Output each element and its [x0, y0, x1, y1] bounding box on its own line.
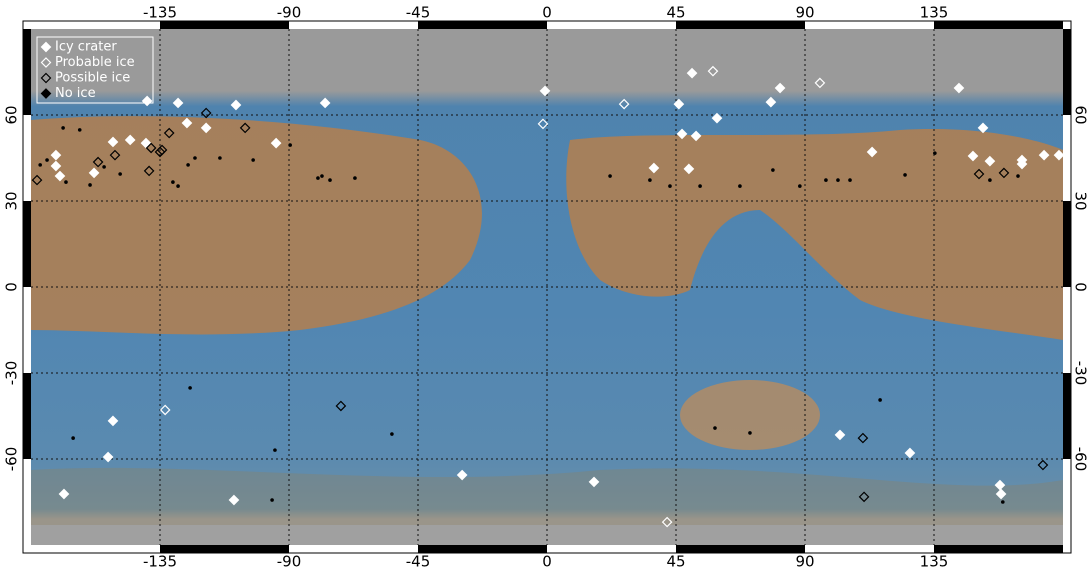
legend-label: Probable ice: [55, 55, 135, 70]
point: [390, 432, 394, 436]
legend-label: Icy crater: [55, 40, 117, 55]
y-tick-label: -60: [1072, 447, 1090, 472]
point: [798, 184, 802, 188]
frame-band: [418, 545, 547, 553]
frame-band: [23, 201, 31, 287]
point: [193, 156, 197, 160]
point: [171, 180, 175, 184]
x-tick-label: -90: [277, 553, 302, 571]
y-tick-label: 30: [3, 191, 21, 210]
point: [836, 178, 840, 182]
point: [118, 172, 122, 176]
x-tick-label: 0: [542, 553, 552, 571]
y-tick-label: 60: [3, 105, 21, 124]
frame-band: [23, 373, 31, 459]
point: [698, 184, 702, 188]
x-tick-label: 0: [542, 4, 552, 22]
point: [878, 398, 882, 402]
x-tick-label: 90: [795, 4, 814, 22]
point: [668, 184, 672, 188]
x-tick-label: 45: [666, 553, 685, 571]
point: [848, 178, 852, 182]
point: [648, 178, 652, 182]
y-tick-label: 60: [1072, 105, 1090, 124]
y-tick-label: -30: [3, 361, 21, 386]
point: [251, 158, 255, 162]
x-tick-label: -45: [406, 553, 431, 571]
y-tick-label: 30: [1072, 191, 1090, 210]
y-tick-label: 0: [3, 282, 21, 292]
frame-band: [160, 21, 289, 29]
x-tick-label: 135: [920, 553, 949, 571]
y-tick-label: -60: [3, 447, 21, 472]
point: [771, 168, 775, 172]
x-tick-label: -90: [277, 4, 302, 22]
frame-band: [1063, 373, 1071, 459]
x-tick-label: 45: [666, 4, 685, 22]
legend-label: No ice: [55, 86, 96, 101]
point: [988, 178, 992, 182]
point: [1001, 500, 1005, 504]
frame-band: [676, 21, 805, 29]
point: [1016, 174, 1020, 178]
point: [320, 174, 324, 178]
x-tick-label: -135: [143, 4, 177, 22]
point: [270, 498, 274, 502]
point: [273, 448, 277, 452]
point: [102, 165, 106, 169]
point: [38, 163, 42, 167]
frame-band: [1063, 29, 1071, 115]
y-tick-label: -30: [1072, 361, 1090, 386]
point: [903, 173, 907, 177]
point: [353, 176, 357, 180]
frame-band: [676, 545, 805, 553]
map-chart: -135 -135 -90 -90 -45 -45 0 0 45 45 90 90 135 135 -60 -…: [0, 0, 1091, 573]
frame-band: [934, 545, 1063, 553]
point: [748, 431, 752, 435]
frame-band: [160, 545, 289, 553]
point: [78, 128, 82, 132]
point: [288, 143, 292, 147]
x-tick-label: 90: [795, 553, 814, 571]
point: [824, 178, 828, 182]
point: [738, 184, 742, 188]
frame-band: [418, 21, 547, 29]
point: [328, 178, 332, 182]
legend-label: Possible ice: [55, 71, 130, 86]
frame-band: [934, 21, 1063, 29]
point: [186, 163, 190, 167]
frame-band: [23, 29, 31, 115]
point: [608, 174, 612, 178]
point: [713, 426, 717, 430]
point: [64, 180, 68, 184]
point: [45, 158, 49, 162]
point: [176, 184, 180, 188]
point: [61, 126, 65, 130]
frame-band: [1063, 201, 1071, 287]
y-tick-label: 0: [1072, 282, 1090, 292]
point: [316, 176, 320, 180]
x-tick-label: -45: [406, 4, 431, 22]
point: [188, 386, 192, 390]
x-tick-label: -135: [143, 553, 177, 571]
point: [218, 156, 222, 160]
point: [71, 436, 75, 440]
x-tick-label: 135: [920, 4, 949, 22]
point: [88, 183, 92, 187]
point: [933, 151, 937, 155]
